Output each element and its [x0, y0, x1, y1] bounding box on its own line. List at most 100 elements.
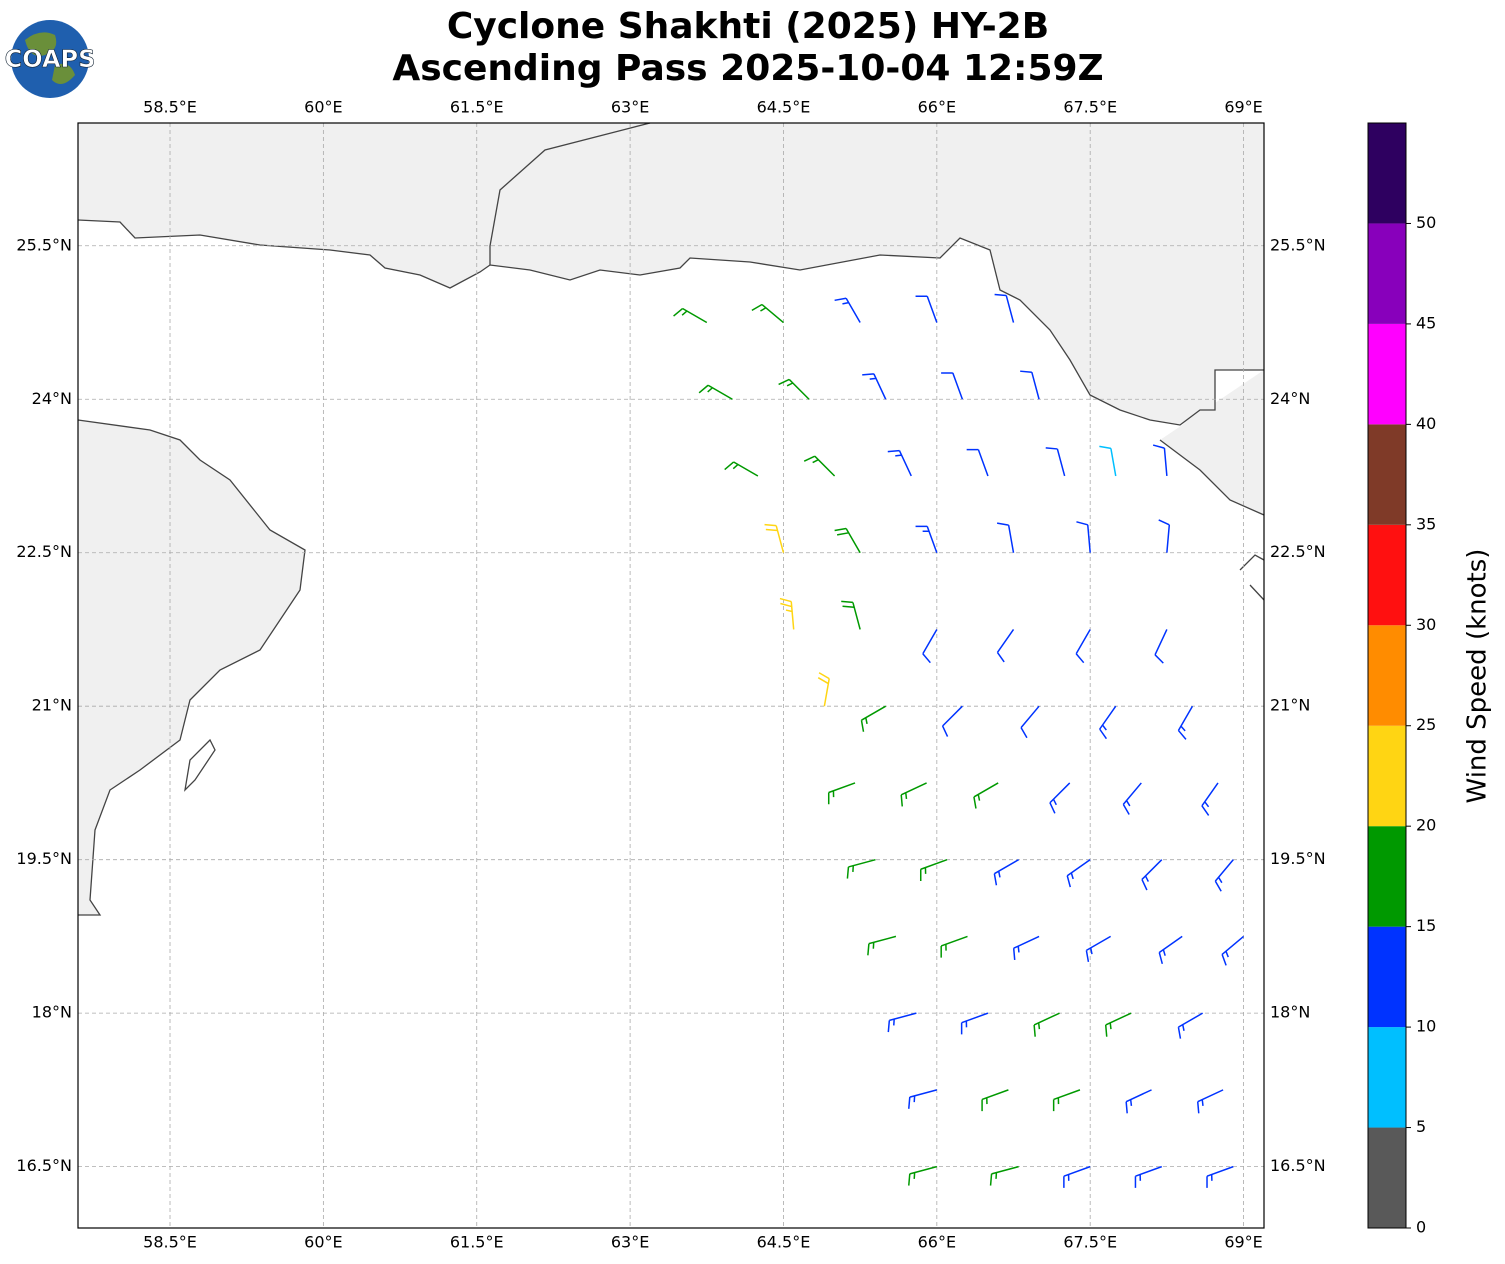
x-tick-label: 66°E	[918, 98, 956, 117]
colorbar-tick-label: 45	[1416, 313, 1436, 332]
wind-barb	[1196, 1089, 1224, 1114]
wind-barb	[981, 1089, 1009, 1112]
wind-barb	[941, 705, 963, 737]
colorbar-segment	[1368, 625, 1406, 726]
wind-barb	[1066, 859, 1091, 888]
wind-barb	[1221, 935, 1245, 966]
y-tick-label: 25.5°N	[1270, 235, 1326, 254]
coastline	[184, 738, 216, 792]
coastline	[1239, 554, 1265, 601]
wind-barb	[1075, 629, 1091, 664]
x-tick-label: 69°E	[1224, 98, 1262, 117]
colorbar-tick-label: 5	[1416, 1117, 1426, 1136]
y-tick-label: 19.5°N	[16, 849, 72, 868]
y-tick-label: 16.5°N	[1270, 1156, 1326, 1175]
wind-barb	[778, 378, 810, 400]
wind-barb	[860, 705, 887, 732]
y-tick-label: 24°N	[32, 389, 72, 408]
land	[78, 420, 305, 915]
wind-barb	[966, 448, 989, 477]
x-tick-label: 61.5°E	[450, 98, 504, 117]
x-tick-label: 63°E	[611, 98, 649, 117]
wind-barb	[908, 1089, 938, 1109]
colorbar-segment	[1368, 323, 1406, 425]
colorbar-tick-label: 35	[1416, 514, 1436, 533]
map-background	[77, 122, 1265, 916]
y-tick-label: 21°N	[1270, 696, 1310, 715]
x-tick-label: 69°E	[1224, 1233, 1262, 1252]
wind-barb	[1158, 519, 1171, 553]
coastline	[489, 122, 651, 265]
colorbar-tick-label: 50	[1416, 213, 1436, 232]
chart-subtitle: Ascending Pass 2025-10-04 12:59Z	[392, 48, 1103, 89]
colorbar: 0 5 10 15 20 25 30 35 40 45 50	[1367, 122, 1436, 1237]
wind-barb	[1125, 1089, 1152, 1114]
wind-barb	[1154, 629, 1168, 664]
logo-text: COAPS	[5, 45, 96, 73]
wind-barb	[724, 461, 759, 477]
x-tick-label: 60°E	[304, 98, 342, 117]
x-tick-label: 58.5°E	[143, 98, 197, 117]
wind-barb	[834, 527, 861, 554]
coastline	[1159, 439, 1265, 516]
x-tick-label: 61.5°E	[450, 1233, 504, 1252]
colorbar-segment	[1368, 1127, 1406, 1228]
y-tick-label: 18°N	[32, 1003, 72, 1022]
wind-barb	[887, 1012, 917, 1033]
x-tick-label: 64.5°E	[757, 98, 811, 117]
colorbar-tick-label: 15	[1416, 916, 1436, 935]
y-tick-label: 22.5°N	[16, 542, 72, 561]
wind-barb	[1104, 1012, 1132, 1037]
colorbar-segment	[1368, 524, 1406, 626]
wind-barb	[867, 935, 897, 956]
coastline	[77, 419, 306, 916]
colorbar-label: Wind Speed (knots)	[1463, 549, 1493, 804]
colorbar-frame	[1367, 122, 1407, 1229]
colorbar-segment	[1368, 1027, 1406, 1128]
wind-barb	[1099, 705, 1117, 740]
wind-barb	[1012, 935, 1040, 960]
y-tick-label: 25.5°N	[16, 235, 72, 254]
wind-barb	[1141, 859, 1163, 891]
wind-barb	[673, 307, 708, 324]
x-tick-label: 64.5°E	[757, 1233, 811, 1252]
colorbar-tick-label: 0	[1416, 1218, 1426, 1237]
y-tick-label: 22.5°N	[1270, 542, 1326, 561]
x-tick-label: 60°E	[304, 1233, 342, 1252]
wind-barb	[862, 373, 887, 400]
y-tick-label: 16.5°N	[16, 1156, 72, 1175]
wind-barb	[996, 629, 1015, 663]
wind-barb	[1020, 705, 1040, 739]
x-tick-label: 58.5°E	[143, 1233, 197, 1252]
colorbar-segment	[1368, 725, 1406, 827]
wind-barb	[919, 858, 948, 881]
wind-barb	[1214, 859, 1234, 892]
colorbar-tick-label: 30	[1416, 615, 1436, 634]
wind-barb	[1152, 444, 1168, 477]
wind-barb	[973, 782, 999, 809]
y-tick-label: 19.5°N	[1270, 849, 1326, 868]
wind-barb	[1099, 445, 1117, 477]
x-tick-label: 67.5°E	[1063, 1233, 1117, 1252]
wind-barb	[900, 782, 927, 807]
colorbar-segment	[1368, 123, 1406, 224]
x-tick-label: 63°E	[611, 1233, 649, 1252]
map-frame	[77, 122, 1265, 1229]
wind-barb	[941, 372, 964, 400]
wind-barb	[751, 303, 784, 324]
colorbar-tick-label: 40	[1416, 414, 1436, 433]
wind-barb	[779, 597, 795, 630]
wind-barb	[915, 295, 938, 323]
wind-barb	[1033, 1012, 1060, 1037]
wind-barb	[764, 523, 785, 553]
colorbar-segment	[1368, 926, 1406, 1028]
wind-barb	[1052, 1089, 1081, 1112]
wind-barb	[827, 782, 856, 805]
wind-barb	[841, 600, 861, 630]
wind-barb	[1177, 1012, 1204, 1039]
y-tick-label: 21°N	[32, 696, 72, 715]
barbs	[673, 293, 1245, 1188]
wind-barb	[698, 384, 733, 400]
land	[1160, 370, 1264, 515]
